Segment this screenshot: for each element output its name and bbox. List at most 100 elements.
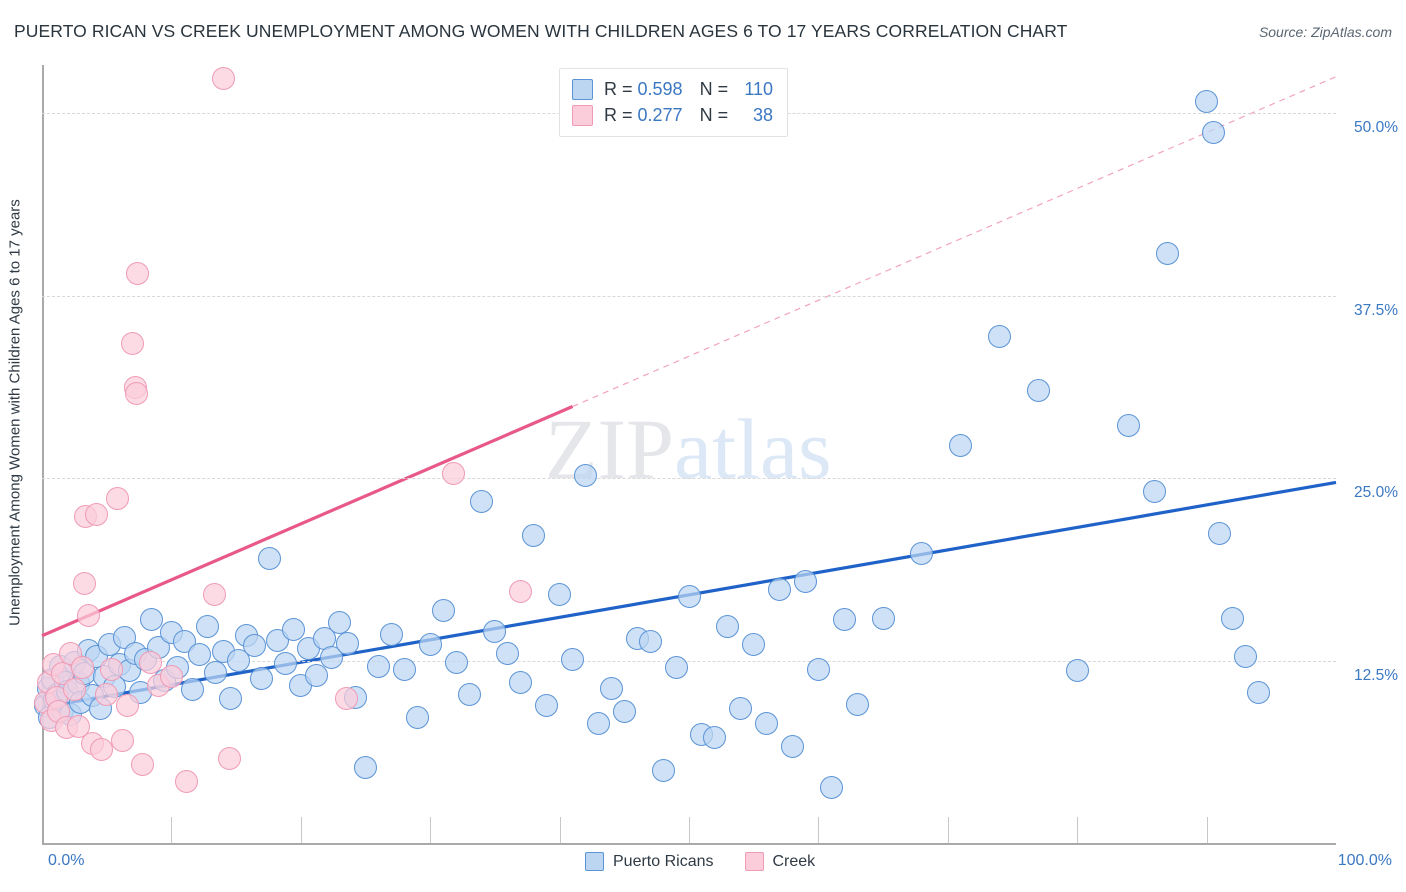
- legend-item-puerto-ricans[interactable]: Puerto Ricans: [585, 852, 714, 871]
- scatter-point[interactable]: [121, 332, 145, 356]
- scatter-point[interactable]: [949, 434, 973, 458]
- legend-item-creek[interactable]: Creek: [744, 852, 815, 871]
- scatter-point[interactable]: [509, 670, 533, 694]
- legend-label-puerto-ricans: Puerto Ricans: [613, 852, 714, 870]
- y-axis-line: [42, 65, 44, 844]
- scatter-point[interactable]: [910, 542, 934, 566]
- scatter-point[interactable]: [638, 630, 662, 654]
- scatter-point[interactable]: [304, 663, 328, 687]
- scatter-point[interactable]: [227, 649, 251, 673]
- scatter-point[interactable]: [871, 606, 895, 630]
- scatter-point[interactable]: [444, 650, 468, 674]
- scatter-point[interactable]: [1026, 379, 1050, 402]
- scatter-point[interactable]: [483, 619, 507, 643]
- scatter-point[interactable]: [84, 503, 108, 527]
- scatter-point[interactable]: [441, 462, 465, 486]
- scatter-point[interactable]: [664, 656, 688, 680]
- scatter-point[interactable]: [586, 711, 610, 735]
- scatter-point[interactable]: [334, 686, 358, 710]
- y-axis-label: 37.5%: [1354, 301, 1398, 319]
- scatter-point[interactable]: [1117, 414, 1141, 438]
- scatter-point[interactable]: [496, 641, 520, 665]
- scatter-point[interactable]: [320, 646, 344, 670]
- scatter-point[interactable]: [573, 463, 597, 487]
- scatter-point[interactable]: [95, 682, 119, 706]
- scatter-point[interactable]: [561, 647, 585, 671]
- scatter-point[interactable]: [281, 618, 305, 642]
- scatter-point[interactable]: [196, 615, 220, 639]
- scatter-point[interactable]: [335, 631, 359, 655]
- scatter-point[interactable]: [457, 682, 481, 706]
- scatter-point[interactable]: [509, 580, 533, 604]
- scatter-point[interactable]: [1065, 659, 1089, 683]
- scatter-point[interactable]: [140, 608, 164, 632]
- scatter-point[interactable]: [1233, 644, 1257, 668]
- scatter-point[interactable]: [379, 622, 403, 646]
- scatter-point[interactable]: [258, 546, 282, 570]
- scatter-point[interactable]: [110, 729, 134, 753]
- scatter-point[interactable]: [832, 608, 856, 632]
- stats-text-puerto-ricans: R = 0.598 N = 110: [604, 78, 774, 99]
- scatter-point[interactable]: [250, 666, 274, 690]
- x-axis-tick: [430, 817, 432, 843]
- scatter-point[interactable]: [1156, 241, 1180, 265]
- scatter-point[interactable]: [1246, 681, 1270, 705]
- scatter-point[interactable]: [742, 632, 766, 656]
- scatter-point[interactable]: [70, 656, 94, 680]
- scatter-point[interactable]: [535, 694, 559, 718]
- scatter-point[interactable]: [599, 676, 623, 700]
- scatter-point[interactable]: [651, 758, 675, 782]
- scatter-point[interactable]: [218, 746, 242, 770]
- scatter-point[interactable]: [211, 66, 235, 90]
- scatter-point[interactable]: [73, 571, 97, 595]
- scatter-point[interactable]: [159, 665, 183, 689]
- scatter-point[interactable]: [273, 651, 297, 675]
- scatter-point[interactable]: [716, 615, 740, 639]
- scatter-point[interactable]: [126, 262, 150, 286]
- scatter-point[interactable]: [806, 657, 830, 681]
- scatter-point[interactable]: [522, 523, 546, 547]
- scatter-point[interactable]: [219, 686, 243, 710]
- scatter-point[interactable]: [392, 657, 416, 681]
- scatter-point[interactable]: [793, 570, 817, 594]
- scatter-point[interactable]: [703, 726, 727, 750]
- scatter-point[interactable]: [819, 776, 843, 800]
- scatter-point[interactable]: [431, 599, 455, 623]
- scatter-point[interactable]: [188, 643, 212, 667]
- scatter-point[interactable]: [131, 752, 155, 776]
- scatter-point[interactable]: [354, 755, 377, 779]
- scatter-point[interactable]: [124, 381, 148, 405]
- scatter-point[interactable]: [729, 697, 753, 721]
- scatter-point[interactable]: [203, 660, 227, 684]
- scatter-point[interactable]: [845, 692, 869, 716]
- scatter-point[interactable]: [768, 577, 792, 601]
- trendline-creek-solid: [41, 405, 574, 638]
- scatter-point[interactable]: [677, 584, 701, 608]
- scatter-point[interactable]: [115, 694, 139, 718]
- scatter-point[interactable]: [781, 735, 805, 759]
- scatter-point[interactable]: [77, 603, 101, 627]
- scatter-point[interactable]: [175, 770, 199, 794]
- scatter-point[interactable]: [100, 657, 124, 681]
- scatter-point[interactable]: [470, 489, 494, 513]
- scatter-point[interactable]: [105, 487, 129, 511]
- scatter-point[interactable]: [1195, 89, 1219, 113]
- scatter-point[interactable]: [1143, 479, 1167, 503]
- scatter-point[interactable]: [66, 714, 90, 738]
- scatter-point[interactable]: [988, 324, 1012, 348]
- scatter-point[interactable]: [1201, 120, 1225, 144]
- scatter-point[interactable]: [418, 632, 442, 656]
- scatter-point[interactable]: [548, 583, 572, 607]
- scatter-point[interactable]: [62, 678, 86, 702]
- scatter-point[interactable]: [202, 583, 226, 607]
- scatter-point[interactable]: [242, 634, 266, 658]
- scatter-point[interactable]: [1220, 606, 1244, 630]
- scatter-point[interactable]: [1208, 522, 1232, 546]
- scatter-point[interactable]: [139, 650, 163, 674]
- scatter-point[interactable]: [90, 738, 114, 762]
- scatter-point[interactable]: [180, 678, 204, 702]
- scatter-point[interactable]: [755, 711, 779, 735]
- scatter-point[interactable]: [366, 654, 390, 678]
- scatter-point[interactable]: [612, 700, 636, 724]
- scatter-point[interactable]: [405, 705, 429, 729]
